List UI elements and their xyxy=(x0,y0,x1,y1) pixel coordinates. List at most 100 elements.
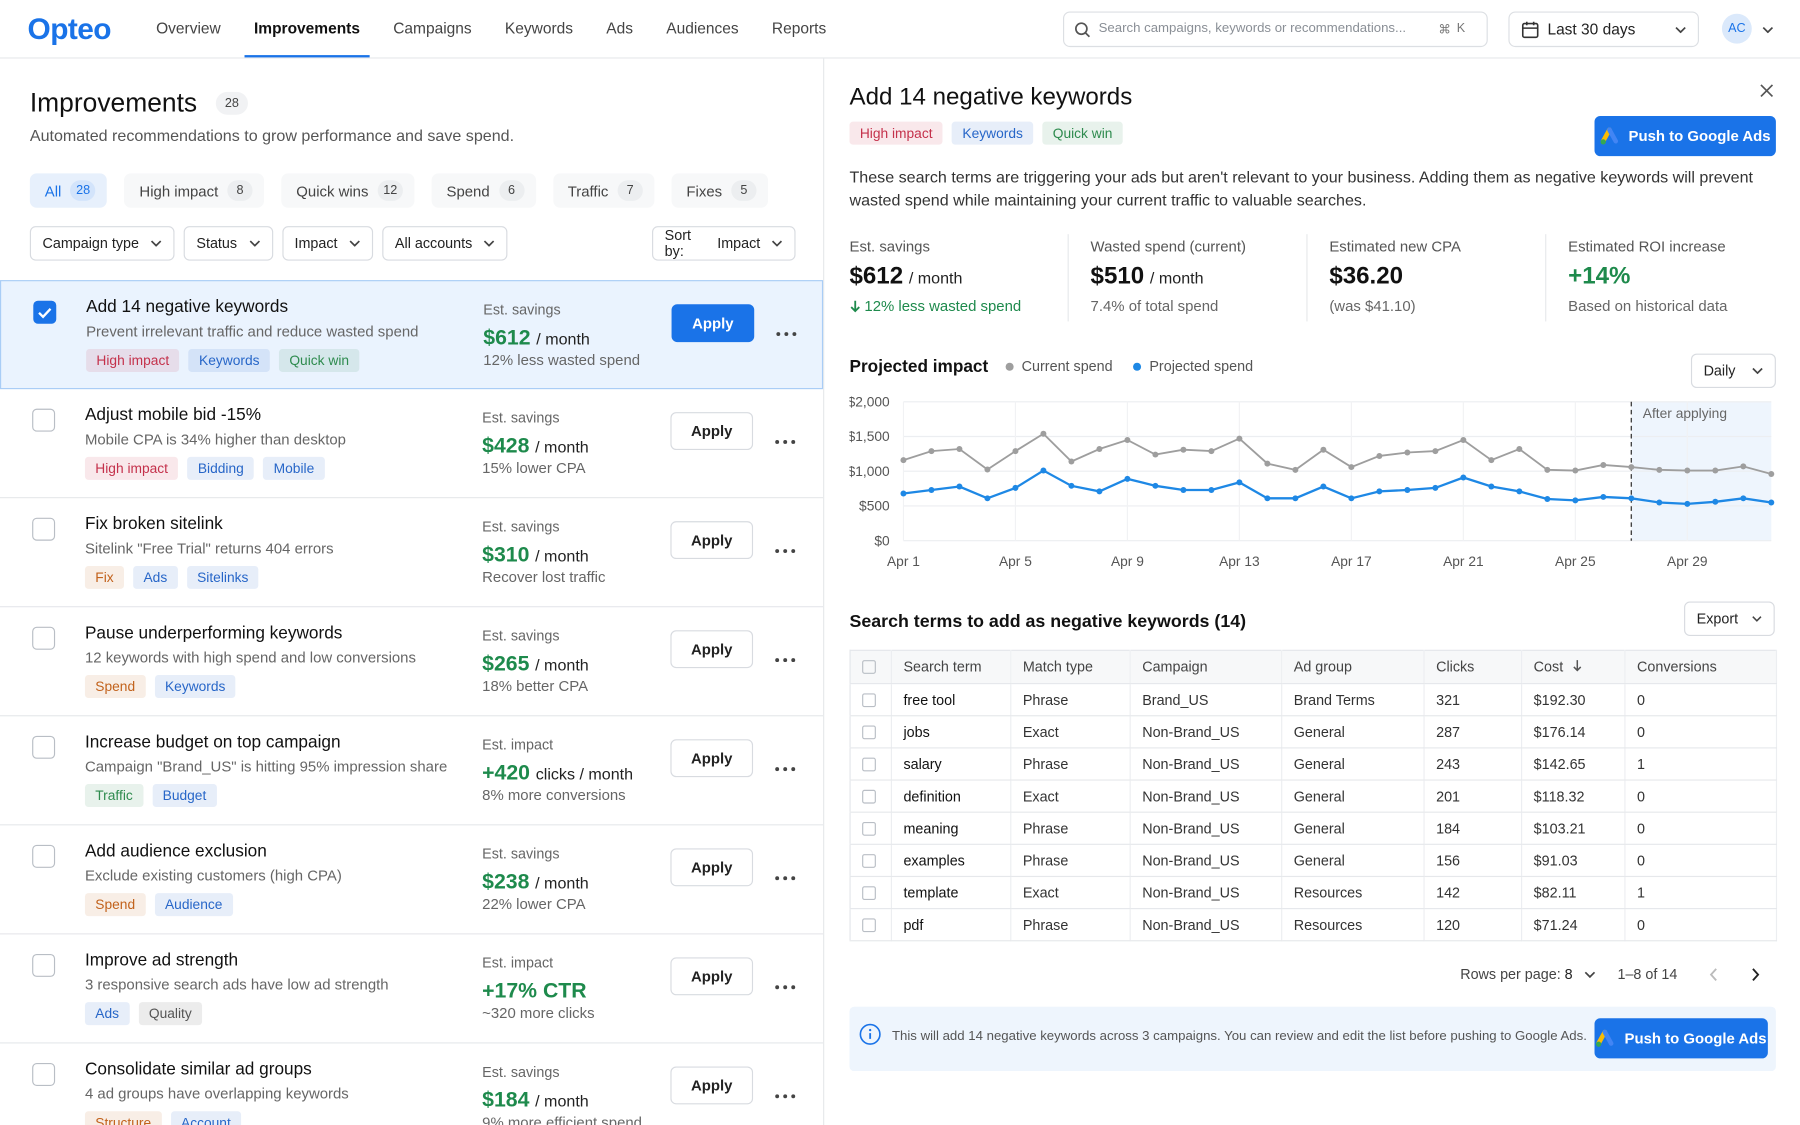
apply-button[interactable]: Apply xyxy=(670,1066,754,1105)
checkbox[interactable] xyxy=(32,408,56,432)
dropdown[interactable]: All accounts xyxy=(382,226,508,261)
rows-per-page-value[interactable]: 8 xyxy=(1564,966,1573,983)
more-button[interactable] xyxy=(775,975,796,990)
data-point xyxy=(1488,457,1495,464)
recommendation-card[interactable]: Add 14 negative keywords Prevent irreleva… xyxy=(0,280,824,390)
metric-value: +420 xyxy=(482,759,530,785)
recommendation-card[interactable]: Increase budget on top campaign Campaign … xyxy=(0,716,824,826)
column-header[interactable]: Conversions xyxy=(1624,650,1778,685)
filter-chip[interactable]: High impact 8 xyxy=(124,173,265,208)
close-button[interactable] xyxy=(1759,83,1775,99)
checkbox[interactable] xyxy=(862,917,876,932)
recommendation-card[interactable]: Improve ad strength 3 responsive search a… xyxy=(0,934,824,1044)
checkbox[interactable] xyxy=(32,844,56,868)
dropdown[interactable]: Status xyxy=(183,226,273,261)
checkbox[interactable] xyxy=(32,517,56,541)
recommendation-card[interactable]: Pause underperforming keywords 12 keyword… xyxy=(0,607,824,717)
data-point xyxy=(1656,499,1663,506)
checkbox[interactable] xyxy=(862,692,876,707)
table-cell: jobs xyxy=(891,715,1012,749)
nav-tab[interactable]: Reports xyxy=(771,18,827,37)
more-button[interactable] xyxy=(775,866,796,881)
period-dropdown[interactable]: Daily xyxy=(1690,353,1776,389)
checkbox[interactable] xyxy=(32,1063,56,1086)
column-header[interactable]: Ad group xyxy=(1281,650,1425,685)
metric-note: 12% less wasted spend xyxy=(483,351,641,369)
search-placeholder: Search campaigns, keywords or recommenda… xyxy=(1098,21,1407,36)
more-button[interactable] xyxy=(775,429,796,444)
dropdown[interactable]: Campaign type xyxy=(29,226,175,261)
column-header-label: Search term xyxy=(903,658,982,675)
checkbox[interactable] xyxy=(862,660,876,674)
checkbox[interactable] xyxy=(862,789,876,803)
apply-button[interactable]: Apply xyxy=(670,739,754,778)
prev-icon xyxy=(1709,968,1717,981)
column-header[interactable]: Search term xyxy=(891,650,1012,685)
push-button[interactable]: Push to Google Ads xyxy=(1594,115,1776,157)
sort-dropdown[interactable]: Sort by: Impact xyxy=(652,226,796,261)
recommendation-card[interactable]: Add audience exclusion Exclude existing c… xyxy=(0,825,824,935)
filter-chip[interactable]: Traffic 7 xyxy=(552,173,655,208)
filter-chip[interactable]: Quick wins 12 xyxy=(281,173,415,208)
export-button[interactable]: Export xyxy=(1684,601,1775,636)
checkbox[interactable] xyxy=(32,626,56,650)
table-cell: pdf xyxy=(891,908,1012,942)
prev-page[interactable] xyxy=(1709,967,1718,981)
dropdown[interactable]: Impact xyxy=(281,226,374,261)
apply-button[interactable]: Apply xyxy=(670,412,754,450)
tag: Keywords xyxy=(154,674,236,698)
column-header[interactable]: Match type xyxy=(1010,650,1131,685)
checkbox[interactable] xyxy=(862,757,876,771)
checkbox[interactable] xyxy=(862,853,876,868)
push-button[interactable]: Push to Google Ads xyxy=(1594,1018,1768,1059)
filter-chip[interactable]: All 28 xyxy=(29,173,108,208)
apply-button[interactable]: Apply xyxy=(670,848,754,887)
apply-button[interactable]: Apply xyxy=(671,304,755,343)
data-point xyxy=(1684,467,1691,474)
checkbox[interactable] xyxy=(33,300,57,324)
checkbox[interactable] xyxy=(862,885,876,900)
apply-button[interactable]: Apply xyxy=(670,630,754,669)
table-cell: $142.65 xyxy=(1521,747,1626,781)
date-range[interactable]: Last 30 days xyxy=(1508,11,1699,48)
icon-shape xyxy=(775,985,780,990)
legend-dot xyxy=(1133,362,1142,371)
nav-tab[interactable]: Overview xyxy=(156,18,221,37)
more-button[interactable] xyxy=(775,757,796,772)
logo[interactable]: Opteo xyxy=(27,11,112,46)
column-header[interactable]: Cost xyxy=(1521,650,1626,685)
filter-chip[interactable]: Spend 6 xyxy=(431,173,536,208)
table-cell: 243 xyxy=(1424,747,1523,781)
nav-tab[interactable]: Ads xyxy=(606,18,633,37)
nav-tab[interactable]: Audiences xyxy=(666,18,739,37)
nav-tab[interactable]: Keywords xyxy=(504,18,573,37)
checkbox[interactable] xyxy=(862,724,876,739)
more-button[interactable] xyxy=(775,647,796,663)
column-header[interactable]: Clicks xyxy=(1424,650,1523,685)
next-page[interactable] xyxy=(1751,967,1760,981)
filter-chip[interactable]: Fixes 5 xyxy=(671,173,769,208)
more-button[interactable] xyxy=(776,321,797,337)
checkbox[interactable] xyxy=(32,953,56,977)
recommendation-card[interactable]: Fix broken sitelink Sitelink "Free Trial"… xyxy=(0,498,824,608)
icon-shape xyxy=(484,240,495,247)
icon-shape xyxy=(1075,22,1088,36)
checkbox[interactable] xyxy=(32,735,56,759)
data-point xyxy=(1600,493,1607,500)
apply-button[interactable]: Apply xyxy=(670,521,754,560)
more-button[interactable] xyxy=(775,1084,796,1099)
data-point xyxy=(956,483,963,490)
icon-shape xyxy=(791,549,796,553)
more-button[interactable] xyxy=(775,538,796,553)
recommendation-card[interactable]: Consolidate similar ad groups 4 ad groups… xyxy=(0,1043,823,1125)
table-cell: 321 xyxy=(1424,683,1523,717)
nav-tab[interactable]: Improvements xyxy=(244,0,370,58)
table-cell: template xyxy=(891,876,1012,910)
search-box[interactable]: Search campaigns, keywords or recommenda… xyxy=(1063,11,1488,48)
recommendation-card[interactable]: Adjust mobile bid -15% Mobile CPA is 34% … xyxy=(0,389,824,499)
column-header[interactable]: Campaign xyxy=(1130,650,1283,685)
checkbox[interactable] xyxy=(862,821,876,836)
apply-button[interactable]: Apply xyxy=(670,957,754,996)
avatar[interactable]: AC xyxy=(1721,13,1752,44)
nav-tab[interactable]: Campaigns xyxy=(393,18,472,37)
